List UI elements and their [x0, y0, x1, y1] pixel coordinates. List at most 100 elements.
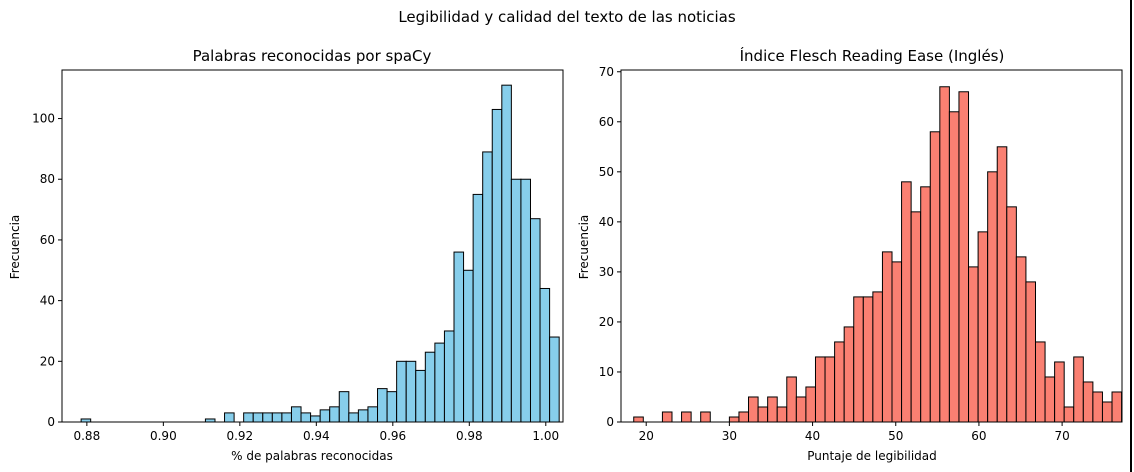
flesch-bar [1006, 206, 1017, 423]
flesch-bar [996, 146, 1008, 423]
flesch-chart-title: Índice Flesch Reading Ease (Inglés) [740, 46, 1005, 65]
spacy-bar [424, 351, 436, 423]
flesch-bar [814, 356, 826, 423]
spacy-bar [501, 84, 512, 423]
spacy-bar [386, 391, 398, 423]
spacy-y-tick-label: 0 [47, 415, 55, 429]
flesch-bar [661, 411, 673, 423]
spacy-bar [329, 406, 340, 423]
flesch-bar [834, 341, 845, 423]
flesch-y-tick-label: 40 [599, 215, 614, 229]
flesch-y-tick-label: 0 [606, 415, 614, 429]
spacy-y-tick-label: 100 [32, 112, 55, 126]
flesch-bar [786, 376, 797, 423]
flesch-y-axis-label: Frecuencia [577, 215, 591, 280]
spacy-bar [539, 287, 551, 423]
flesch-bar [853, 296, 864, 423]
spacy-x-tick-label: 0.96 [379, 429, 406, 443]
flesch-bar [1034, 341, 1046, 423]
spacy-bar [529, 218, 541, 423]
spacy-y-tick-label: 20 [40, 354, 55, 368]
flesch-bar [805, 386, 816, 423]
flesch-bar [1063, 406, 1075, 423]
spacy-bar [224, 412, 235, 423]
flesch-bar [1044, 376, 1056, 423]
flesch-bar [929, 131, 941, 423]
flesch-bar [987, 171, 998, 423]
spacy-bar [491, 108, 503, 423]
flesch-bar [728, 416, 740, 423]
flesch-y-tick-label: 70 [599, 65, 614, 79]
spacy-x-tick-label: 0.92 [226, 429, 253, 443]
flesch-axes-frame [620, 69, 1123, 423]
flesch-bar [910, 211, 922, 423]
spacy-bar [520, 178, 531, 423]
spacy-bar [472, 193, 484, 423]
flesch-bar [1025, 281, 1037, 423]
flesch-bar [958, 91, 970, 423]
flesch-bar [633, 416, 644, 423]
spacy-bar [415, 369, 426, 423]
spacy-bar [510, 178, 522, 423]
spacy-bar [319, 409, 331, 423]
spacy-bar [396, 360, 407, 423]
flesch-bar [968, 266, 979, 423]
spacy-axes-frame [61, 69, 564, 423]
flesch-bar [939, 86, 950, 423]
flesch-y-tick-label: 30 [599, 265, 614, 279]
spacy-bar [243, 412, 254, 423]
flesch-bar [901, 181, 912, 423]
spacy-y-axis-label: Frecuencia [8, 215, 22, 280]
flesch-x-tick-label: 30 [722, 429, 737, 443]
flesch-bar [872, 291, 883, 423]
flesch-x-tick-label: 70 [1054, 429, 1069, 443]
spacy-x-tick-label: 0.88 [73, 429, 100, 443]
flesch-y-tick-label: 10 [599, 365, 614, 379]
flesch-y-tick-label: 60 [599, 115, 614, 129]
flesch-bar [795, 396, 807, 423]
spacy-bar [290, 406, 302, 423]
flesch-bar [748, 396, 759, 423]
spacy-x-tick-label: 0.90 [150, 429, 177, 443]
spacy-chart-title: Palabras reconocidas por spaCy [193, 47, 432, 65]
histogram-flesch-panel: Índice Flesch Reading Ease (Inglés) Punt… [577, 46, 1123, 463]
spacy-y-tick-label: 80 [40, 172, 55, 186]
flesch-bar [824, 356, 836, 423]
spacy-bar [443, 330, 455, 423]
spacy-x-tick-label: 1.00 [532, 429, 559, 443]
spacy-bar [310, 415, 321, 423]
histogram-spacy-panel: Palabras reconocidas por spaCy % de pala… [8, 47, 564, 463]
spacy-bar [549, 336, 560, 423]
spacy-bar [300, 412, 312, 423]
flesch-x-tick-label: 60 [971, 429, 986, 443]
flesch-bar [776, 406, 788, 423]
spacy-bar [453, 251, 465, 423]
spacy-bar [434, 342, 445, 423]
spacy-bar [367, 406, 379, 423]
spacy-bar [377, 388, 388, 423]
flesch-bar [920, 186, 931, 423]
flesch-bar [862, 296, 874, 423]
flesch-x-tick-label: 50 [888, 429, 903, 443]
spacy-bar [252, 412, 264, 423]
flesch-bar [757, 406, 769, 423]
flesch-bar [1054, 361, 1065, 423]
flesch-bar [1092, 391, 1103, 423]
spacy-bar [482, 151, 493, 423]
flesch-bar [700, 411, 711, 423]
spacy-bar [271, 412, 283, 423]
figure-title: Legibilidad y calidad del texto de las n… [398, 8, 735, 26]
spacy-bar [463, 269, 474, 423]
flesch-y-tick-label: 20 [599, 315, 614, 329]
flesch-bar [1101, 401, 1113, 423]
spacy-x-tick-label: 0.94 [303, 429, 330, 443]
flesch-bar [843, 326, 855, 423]
spacy-bar [281, 412, 292, 423]
spacy-x-tick-label: 0.98 [456, 429, 483, 443]
flesch-bar [1073, 356, 1084, 423]
flesch-bar [767, 396, 778, 423]
flesch-bar [1111, 391, 1123, 423]
flesch-bar [738, 411, 750, 423]
flesch-bar [1015, 256, 1027, 423]
spacy-y-tick-label: 60 [40, 233, 55, 247]
